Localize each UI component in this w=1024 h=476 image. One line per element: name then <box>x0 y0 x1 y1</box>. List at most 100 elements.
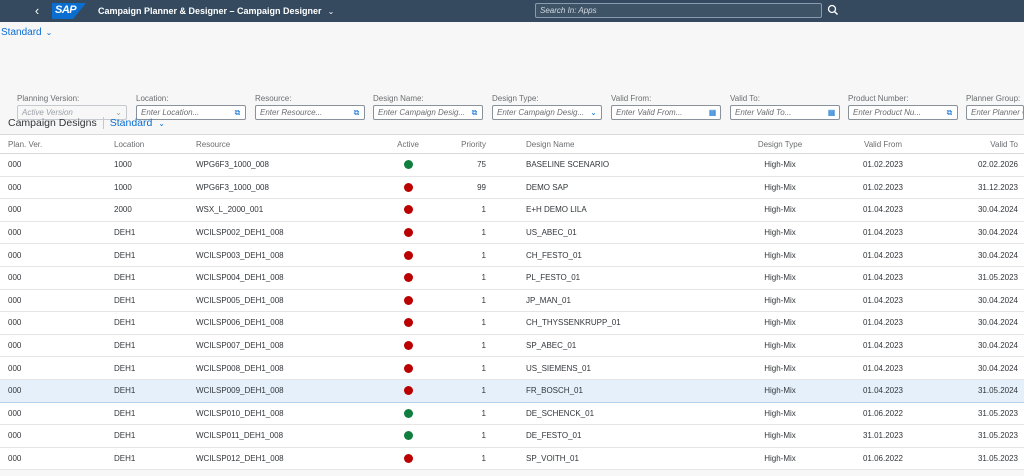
chevron-down-icon[interactable]: ⌄ <box>115 108 122 117</box>
cell-location: DEH1 <box>114 341 136 351</box>
calendar-icon[interactable]: ▦ <box>708 108 717 117</box>
status-inactive-icon <box>403 341 413 351</box>
filter-input: Active Version ⌄ <box>17 105 127 120</box>
table-row[interactable]: 000 1000 WPG6F3_1000_008 75 BASELINE SCENARI… <box>0 154 1024 177</box>
cell-design-type: High-Mix <box>764 273 796 283</box>
cell-resource: WCILSP009_DEH1_008 <box>196 386 284 396</box>
cell-valid-from: 01.04.2023 <box>862 273 904 283</box>
cell-valid-from: 01.04.2023 <box>862 295 904 305</box>
cell-valid-to: 30.04.2024 <box>977 341 1018 351</box>
cell-design-type: High-Mix <box>764 295 796 305</box>
cell-valid-from: 01.02.2023 <box>862 182 904 192</box>
table-row[interactable]: 000 DEH1 WCILSP012_DEH1_008 1 SP_VOITH_01 Hig… <box>0 447 1024 471</box>
table-row[interactable]: 000 DEH1 WCILSP004_DEH1_008 1 PL_FESTO_01 Hig… <box>0 266 1024 290</box>
cell-location: DEH1 <box>114 250 136 260</box>
sap-logo[interactable]: SAP <box>52 3 86 19</box>
cell-plan-ver: 000 <box>8 273 22 283</box>
filter-input[interactable]: Enter Planner G <box>966 105 1024 120</box>
page-variant-selector[interactable]: Standard ⌄ <box>0 22 1024 42</box>
cell-valid-from: 01.04.2023 <box>862 318 904 328</box>
chevron-down-icon[interactable]: ⌄ <box>590 108 597 117</box>
chevron-down-icon: ⌄ <box>45 27 53 37</box>
filter-input[interactable]: Enter Valid To... ▦ <box>730 105 840 120</box>
cell-design-type: High-Mix <box>764 318 796 328</box>
table-row[interactable]: 000 DEH1 WCILSP006_DEH1_008 1 CH_THYSSENKRUP… <box>0 312 1024 335</box>
filter-input[interactable]: Enter Campaign Desig... ⌄ <box>492 105 602 120</box>
cell-resource: WCILSP005_DEH1_008 <box>196 295 284 305</box>
filter-placeholder: Enter Campaign Desig... <box>497 108 585 117</box>
column-header-design-name[interactable]: Design Name <box>526 139 575 149</box>
filter-input[interactable]: Enter Location... ⧉ <box>136 105 246 120</box>
filter-placeholder: Enter Campaign Desig... <box>378 108 466 117</box>
filter-input[interactable]: Enter Valid From... ▦ <box>611 105 721 120</box>
cell-priority: 1 <box>481 431 486 441</box>
status-active-icon <box>403 431 413 441</box>
cell-valid-from: 01.06.2022 <box>862 454 904 464</box>
table-body: 000 1000 WPG6F3_1000_008 75 BASELINE SCENARI… <box>0 154 1024 471</box>
search-input[interactable]: Search In: Apps <box>535 3 822 18</box>
filter-input[interactable]: Enter Resource... ⧉ <box>255 105 365 120</box>
filter-placeholder: Enter Valid To... <box>735 108 792 117</box>
cell-valid-to: 30.04.2024 <box>977 295 1018 305</box>
column-header-plan-ver[interactable]: Plan. Ver. <box>8 139 43 149</box>
cell-plan-ver: 000 <box>8 341 22 351</box>
cell-location: DEH1 <box>114 454 136 464</box>
table-variant-selector[interactable]: Standard ⌄ <box>110 117 165 129</box>
table-row[interactable]: 000 DEH1 WCILSP011_DEH1_008 1 DE_FESTO_01 Hig… <box>0 425 1024 448</box>
table-row[interactable]: 000 DEH1 WCILSP008_DEH1_008 1 US_SIEMENS_01 H… <box>0 357 1024 380</box>
cell-design-type: High-Mix <box>764 431 796 441</box>
cell-location: DEH1 <box>114 386 136 396</box>
filter-input[interactable]: Enter Product Nu... ⧉ <box>848 105 958 120</box>
table-title: Campaign Designs <box>8 117 97 129</box>
cell-valid-to: 30.04.2024 <box>977 250 1018 260</box>
column-header-valid-from[interactable]: Valid From <box>863 139 903 149</box>
status-inactive-icon <box>403 273 413 283</box>
column-header-design-type[interactable]: Design Type <box>757 139 803 149</box>
shell-bar: ‹ SAP Campaign Planner & Designer – Camp… <box>0 0 1024 22</box>
cell-plan-ver: 000 <box>8 182 22 192</box>
cell-valid-to: 31.12.2023 <box>977 182 1018 192</box>
filter-input[interactable]: Enter Campaign Desig... ⧉ <box>373 105 483 120</box>
table-row[interactable]: 000 DEH1 WCILSP002_DEH1_008 1 US_ABEC_01 High… <box>0 221 1024 245</box>
table-row[interactable]: 000 1000 WPG6F3_1000_008 99 DEMO SAP High-Mix… <box>0 176 1024 200</box>
value-help-icon[interactable]: ⧉ <box>353 108 360 117</box>
cell-design-type: High-Mix <box>764 363 796 373</box>
value-help-icon[interactable]: ⧉ <box>234 108 241 117</box>
table-row[interactable]: 000 DEH1 WCILSP009_DEH1_008 1 FR_BOSCH_01 Hig… <box>0 379 1024 403</box>
cell-resource: WPG6F3_1000_008 <box>196 182 269 192</box>
cell-active <box>398 357 418 379</box>
chevron-down-icon: ⌄ <box>327 6 335 16</box>
filter-label: Valid To: <box>730 94 760 103</box>
cell-valid-to: 30.04.2024 <box>977 318 1018 328</box>
cell-location: DEH1 <box>114 408 136 418</box>
search-icon[interactable] <box>827 4 839 16</box>
cell-priority: 1 <box>481 273 486 283</box>
table-row[interactable]: 000 DEH1 WCILSP003_DEH1_008 1 CH_FESTO_01 Hig… <box>0 244 1024 267</box>
column-header-resource[interactable]: Resource <box>196 139 231 149</box>
column-header-valid-to[interactable]: Valid To <box>990 139 1018 149</box>
cell-plan-ver: 000 <box>8 205 22 215</box>
cell-valid-from: 01.04.2023 <box>862 250 904 260</box>
calendar-icon[interactable]: ▦ <box>827 108 836 117</box>
column-header-location[interactable]: Location <box>114 139 145 149</box>
filter-label: Design Type: <box>492 94 539 103</box>
column-header-active[interactable]: Active <box>397 139 419 149</box>
cell-design-name: PL_FESTO_01 <box>526 273 581 283</box>
cell-resource: WCILSP007_DEH1_008 <box>196 341 284 351</box>
cell-design-name: US_SIEMENS_01 <box>526 363 591 373</box>
cell-active <box>398 154 418 176</box>
table-row[interactable]: 000 DEH1 WCILSP005_DEH1_008 1 JP_MAN_01 High-… <box>0 289 1024 313</box>
cell-location: 1000 <box>114 160 132 170</box>
table-row[interactable]: 000 DEH1 WCILSP007_DEH1_008 1 SP_ABEC_01 High… <box>0 334 1024 358</box>
app-title-menu[interactable]: Campaign Planner & Designer – Campaign D… <box>98 6 334 16</box>
value-help-icon[interactable]: ⧉ <box>471 108 478 117</box>
cell-plan-ver: 000 <box>8 431 22 441</box>
back-button[interactable]: ‹ <box>30 0 44 22</box>
table-row[interactable]: 000 2000 WSX_L_2000_001 1 E+H DEMO LILA High-… <box>0 199 1024 222</box>
value-help-icon[interactable]: ⧉ <box>946 108 953 117</box>
table-row[interactable]: 000 DEH1 WCILSP010_DEH1_008 1 DE_SCHENCK_01 H… <box>0 402 1024 426</box>
column-header-priority[interactable]: Priority <box>461 139 486 149</box>
cell-priority: 1 <box>481 408 486 418</box>
cell-resource: WCILSP002_DEH1_008 <box>196 228 284 238</box>
cell-valid-from: 01.06.2022 <box>862 408 904 418</box>
